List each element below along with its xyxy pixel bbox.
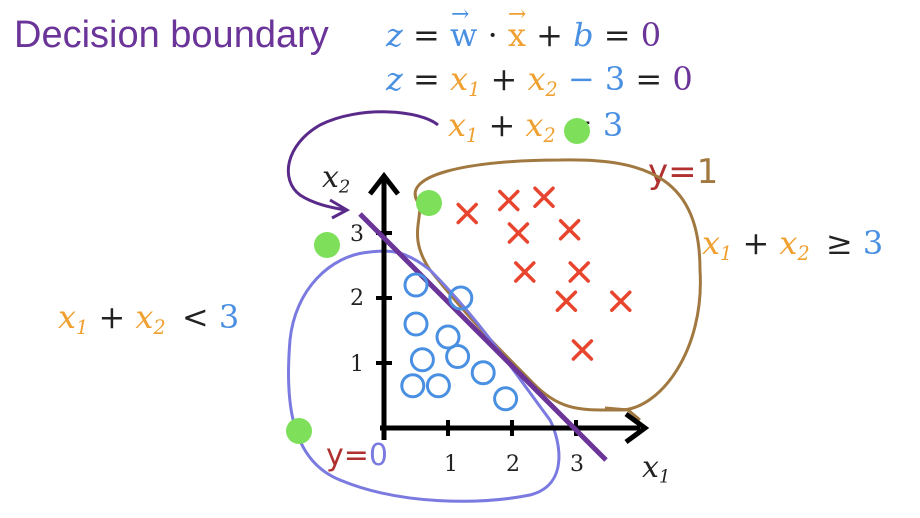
negative-point-circle bbox=[445, 344, 471, 369]
x1-term: x1 bbox=[58, 298, 89, 339]
y-axis-label: x2 bbox=[322, 160, 351, 198]
highlight-dot bbox=[416, 190, 442, 216]
equation-line-1: z = → w · → x + b = 0 bbox=[386, 2, 662, 54]
x-tick-label: 1 bbox=[444, 452, 458, 477]
class-value: 1 bbox=[696, 152, 719, 192]
threshold-value: 3 bbox=[862, 224, 884, 262]
positive-region-lasso bbox=[413, 158, 702, 412]
equals-sign: = bbox=[413, 60, 440, 98]
x-tick-label: 3 bbox=[570, 452, 584, 477]
geq-sign: ≥ bbox=[825, 224, 853, 262]
z-symbol: z bbox=[386, 16, 403, 54]
b-symbol: b bbox=[573, 16, 594, 54]
class-value: 0 bbox=[368, 438, 388, 473]
negative-region-lasso bbox=[287, 249, 561, 503]
x1-term: x1 bbox=[450, 60, 481, 101]
negative-point-circle bbox=[403, 272, 429, 298]
equals-sign: = bbox=[635, 60, 663, 98]
dot-operator: · bbox=[487, 16, 498, 54]
plus-sign: + bbox=[742, 224, 770, 262]
class-label-negative: y=0 bbox=[326, 438, 388, 473]
x2-term: x2 bbox=[525, 106, 556, 147]
zero-value: 0 bbox=[672, 60, 693, 98]
equals-sign: = bbox=[603, 16, 631, 54]
plus-sign: + bbox=[488, 106, 516, 144]
y-tick-label: 3 bbox=[350, 222, 364, 247]
positive-point-cross bbox=[498, 189, 520, 212]
highlight-dot bbox=[286, 418, 312, 444]
positive-point-cross bbox=[610, 290, 632, 312]
positive-point-cross bbox=[507, 222, 530, 244]
y-tick-label: 2 bbox=[350, 286, 364, 311]
x-axis-arrow-icon bbox=[624, 411, 650, 445]
y-symbol: y bbox=[326, 438, 344, 473]
positive-point-cross bbox=[555, 290, 578, 312]
pointer-arrowhead-icon bbox=[329, 198, 351, 220]
positive-point-cross bbox=[514, 261, 536, 283]
negative-point-circle bbox=[448, 285, 474, 311]
region-right-inequality: x1 + x2 ≥ 3 bbox=[702, 224, 883, 265]
minus-sign: − bbox=[567, 60, 595, 98]
positive-point-cross bbox=[533, 186, 555, 208]
x2-term: x2 bbox=[779, 224, 810, 265]
x2-term: x2 bbox=[135, 298, 166, 339]
x-tick-label: 2 bbox=[506, 452, 520, 477]
positive-point-cross bbox=[571, 339, 594, 361]
x1-term: x1 bbox=[702, 224, 733, 265]
equals-sign: = bbox=[343, 438, 369, 473]
negative-point-circle bbox=[493, 386, 519, 412]
negative-point-circle bbox=[470, 360, 496, 386]
y-tick-label: 1 bbox=[350, 352, 364, 377]
three-value: 3 bbox=[602, 106, 624, 144]
negative-class-points bbox=[400, 272, 519, 412]
positive-point-cross bbox=[568, 261, 590, 283]
positive-class-points bbox=[456, 186, 632, 361]
negative-point-circle bbox=[400, 373, 426, 399]
region-left-inequality: x1 + x2 < 3 bbox=[58, 298, 239, 339]
x-arrow-icon: → bbox=[507, 2, 527, 27]
pointer-arrow-icon bbox=[286, 110, 439, 212]
lt-sign: < bbox=[181, 298, 209, 336]
positive-region-lasso-tail bbox=[604, 406, 641, 422]
z-symbol: z bbox=[386, 60, 403, 98]
highlight-dot bbox=[564, 118, 590, 144]
class-label-positive: y=1 bbox=[648, 152, 718, 192]
decision-boundary-line bbox=[358, 212, 608, 462]
equals-sign: = bbox=[668, 152, 697, 192]
w-arrow-icon: → bbox=[451, 2, 470, 27]
equals-sign: = bbox=[413, 16, 440, 54]
x2-term: x2 bbox=[527, 60, 558, 101]
y-symbol: y bbox=[648, 152, 669, 192]
positive-point-cross bbox=[558, 219, 581, 241]
y-axis-arrow-icon bbox=[368, 171, 400, 196]
x1-term: x1 bbox=[448, 106, 479, 147]
negative-point-circle bbox=[403, 311, 429, 337]
positive-point-cross bbox=[456, 202, 478, 225]
three-value: 3 bbox=[604, 60, 626, 98]
plus-sign: + bbox=[490, 60, 518, 98]
page-title: Decision boundary bbox=[14, 14, 329, 56]
equation-line-2: z = x1 + x2 − 3 = 0 bbox=[386, 60, 693, 101]
negative-point-circle bbox=[435, 324, 461, 350]
negative-point-circle bbox=[409, 347, 435, 373]
x-vector: → x bbox=[507, 2, 527, 54]
x-axis-label: x1 bbox=[642, 450, 671, 488]
zero-value: 0 bbox=[640, 16, 662, 54]
threshold-value: 3 bbox=[218, 298, 240, 336]
w-vector: → w bbox=[450, 2, 478, 54]
highlight-dot bbox=[314, 232, 340, 258]
plus-sign: + bbox=[536, 16, 563, 54]
negative-point-circle bbox=[425, 373, 451, 399]
plus-sign: + bbox=[98, 298, 126, 336]
